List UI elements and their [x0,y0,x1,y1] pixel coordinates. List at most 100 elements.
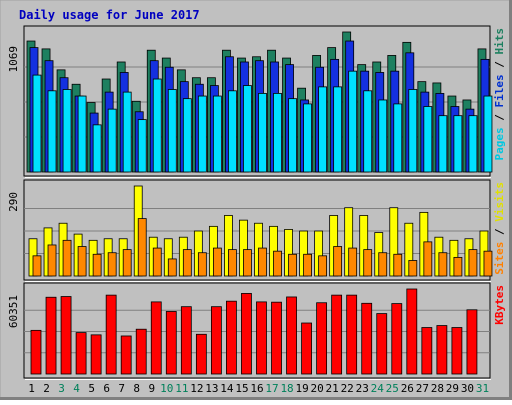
legend-entry: Pages [493,127,506,160]
legend-entry: Sites [493,242,506,275]
bar-kbytes-kbytes-day-6 [105,294,117,375]
bar-visits-sites-day-25 [393,253,403,277]
bar-visits-sites-day-17 [273,250,282,277]
bar-visits-sites-day-5 [92,253,102,277]
bar-kbytes-kbytes-day-1 [30,329,42,375]
panel-kbytes-legend: KBytes [493,285,506,325]
panel-kbytes-max-label: 60351 [7,295,20,328]
panel-hits-legend: Pages / Files / Hits [493,28,506,161]
bar-hits-pages-day-14 [228,90,237,173]
bar-kbytes-kbytes-day-16 [256,301,267,375]
bar-kbytes-kbytes-day-15 [241,293,252,375]
bar-kbytes-kbytes-day-8 [135,328,147,375]
bar-visits-sites-day-6 [107,252,117,277]
x-tick-label: 7 [118,382,125,395]
bar-kbytes-kbytes-day-17 [271,301,282,375]
bar-hits-pages-day-6 [107,108,117,173]
bar-hits-pages-day-3 [62,89,72,173]
bar-hits-pages-day-10 [167,89,177,173]
bar-hits-pages-day-11 [182,98,192,173]
bar-hits-pages-day-9 [152,78,162,173]
panel-hits: 1069 Pages / Files / Hits [7,25,506,178]
bar-hits-pages-day-25 [393,103,403,173]
bar-kbytes-kbytes-day-11 [180,306,192,375]
x-tick-label: 28 [431,382,444,395]
bar-visits-sites-day-18 [288,253,297,277]
legend-entry: / [493,55,506,75]
bar-kbytes-kbytes-day-28 [436,325,448,375]
x-tick-label: 27 [416,382,429,395]
bar-visits-sites-day-13 [212,247,222,277]
x-axis: 1 2 3 4 5 6 7 8 9 10 11 12 13 14 15 16 17 18 19 20 21 22 23 24 2… [28,382,489,395]
x-tick-label: 17 [265,382,278,395]
bar-kbytes-kbytes-day-12 [195,333,207,375]
bar-visits-sites-day-24 [378,252,388,277]
bar-hits-pages-day-16 [258,93,267,173]
bar-kbytes-kbytes-day-4 [75,332,87,375]
bar-kbytes-kbytes-day-13 [210,306,222,375]
chart-border-shadow-bottom [0,397,512,400]
bar-visits-sites-day-1 [32,255,42,277]
bar-hits-pages-day-18 [288,98,297,173]
x-tick-label: 11 [175,382,188,395]
panel-hits-max-label: 1069 [7,46,20,73]
legend-entry: / [493,108,506,128]
bar-kbytes-kbytes-day-20 [316,302,328,375]
bar-hits-pages-day-22 [348,70,358,173]
x-tick-label: 21 [326,382,339,395]
bar-kbytes-kbytes-day-5 [90,334,102,375]
bar-visits-sites-day-2 [47,244,57,277]
bar-hits-pages-day-8 [137,119,147,173]
bar-hits-pages-day-27 [423,106,433,173]
bar-kbytes-kbytes-day-26 [406,288,418,375]
bar-visits-sites-day-12 [197,252,207,277]
bar-visits-sites-day-9 [152,247,162,277]
x-tick-label: 22 [341,382,354,395]
x-tick-label: 14 [220,382,234,395]
legend-entry: KBytes [493,285,506,325]
bar-hits-pages-day-19 [303,103,312,173]
bar-hits-pages-day-21 [333,86,343,173]
x-tick-label: 6 [103,382,110,395]
x-tick-label: 31 [476,382,489,395]
x-tick-label: 29 [446,382,459,395]
bar-kbytes-kbytes-day-29 [451,327,463,375]
bar-kbytes-kbytes-day-3 [60,296,72,375]
bar-kbytes-kbytes-day-18 [286,296,297,375]
bar-kbytes-kbytes-day-19 [301,322,312,375]
x-tick-label: 12 [190,382,203,395]
bar-hits-pages-day-7 [122,91,132,173]
bar-hits-pages-day-5 [92,124,102,173]
bar-visits-sites-day-7 [122,249,132,277]
bar-hits-pages-day-20 [318,86,328,173]
bar-hits-pages-day-26 [408,89,418,173]
bar-hits-pages-day-2 [47,90,57,173]
bar-hits-pages-day-29 [453,115,463,173]
legend-entry: / [493,222,506,242]
legend-entry: Files [493,74,506,107]
x-tick-label: 30 [461,382,474,395]
bar-hits-pages-day-28 [438,115,448,173]
bar-visits-sites-day-30 [468,249,478,277]
bar-visits-sites-day-3 [62,239,72,277]
x-tick-label: 1 [28,382,35,395]
bar-hits-pages-day-31 [483,95,493,173]
bar-visits-sites-day-22 [348,247,358,277]
bar-hits-pages-day-13 [212,95,222,173]
panel-kbytes: 60351 KBytes [7,282,506,380]
bar-kbytes-kbytes-day-2 [45,296,57,375]
x-tick-label: 15 [235,382,248,395]
x-tick-label: 4 [73,382,80,395]
x-tick-label: 8 [133,382,140,395]
bar-kbytes-kbytes-day-23 [361,302,373,375]
bar-visits-sites-day-19 [303,253,312,277]
x-tick-label: 3 [58,382,65,395]
x-tick-label: 16 [250,382,263,395]
bar-visits-sites-day-15 [243,249,252,277]
bar-visits-sites-day-20 [318,255,328,277]
bar-kbytes-kbytes-day-30 [466,309,478,375]
bar-hits-pages-day-30 [468,115,478,173]
bar-visits-sites-day-16 [258,247,267,277]
